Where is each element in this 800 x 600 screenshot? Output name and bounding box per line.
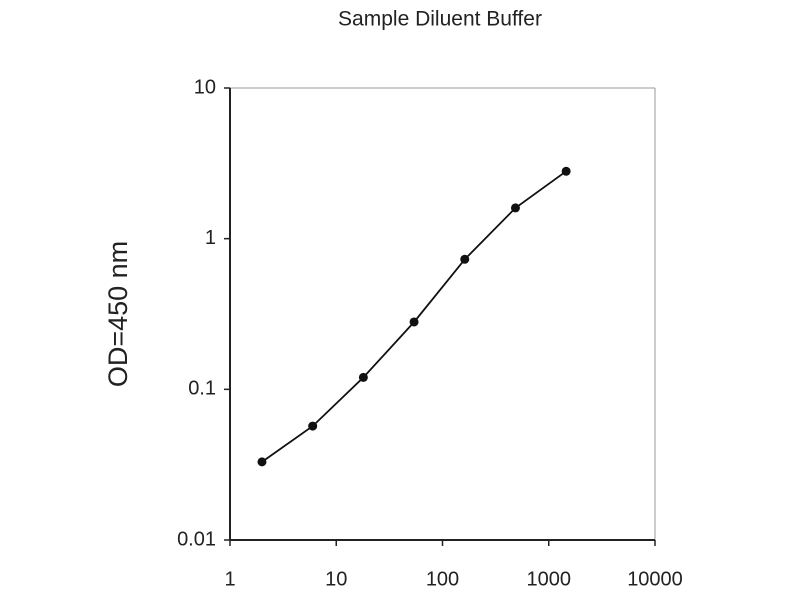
data-point bbox=[409, 317, 419, 327]
y-tick-label: 1 bbox=[205, 227, 216, 249]
data-line bbox=[261, 170, 567, 463]
data-point bbox=[358, 372, 368, 382]
y-tick-label: 0.01 bbox=[177, 528, 216, 550]
data-point bbox=[510, 203, 520, 213]
data-point bbox=[460, 254, 470, 264]
x-tick-label: 10000 bbox=[627, 568, 683, 590]
chart-title: Sample Diluent Buffer bbox=[338, 8, 542, 31]
y-tick-label: 0.1 bbox=[188, 378, 216, 400]
y-axis-label: OD=450 nm bbox=[103, 241, 133, 387]
data-point bbox=[308, 421, 318, 431]
x-tick-label: 1 bbox=[224, 568, 235, 590]
data-point bbox=[257, 457, 267, 467]
data-point bbox=[561, 166, 571, 176]
y-tick-label: 10 bbox=[194, 76, 216, 98]
x-tick-label: 100 bbox=[426, 568, 459, 590]
x-tick-label: 1000 bbox=[527, 568, 572, 590]
x-tick-label: 10 bbox=[325, 568, 347, 590]
